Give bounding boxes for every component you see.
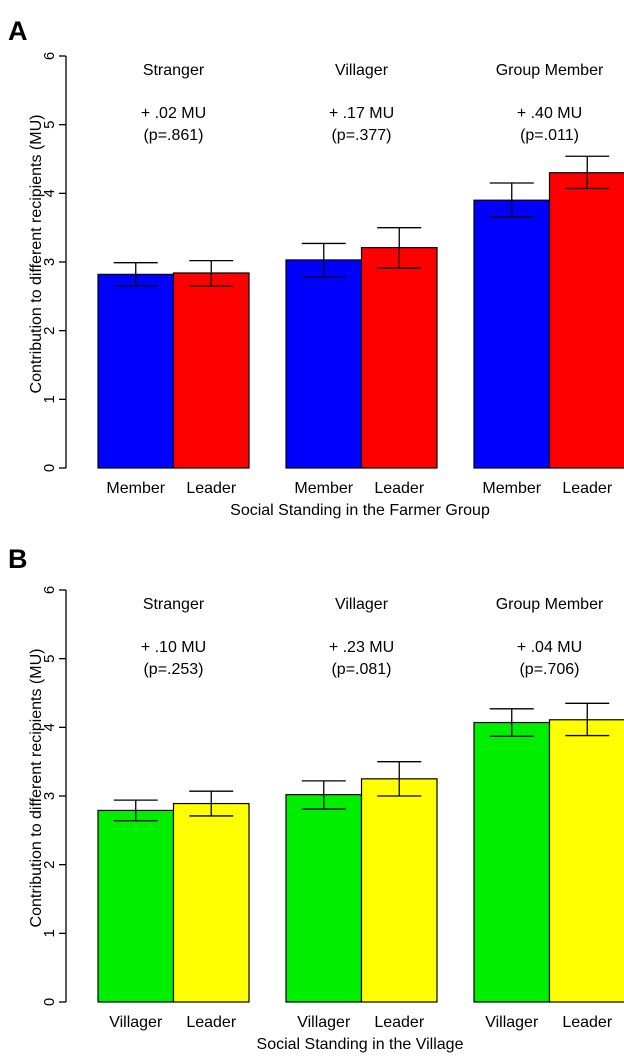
category-label: Leader bbox=[186, 1014, 236, 1031]
category-label: Leader bbox=[186, 480, 236, 497]
bar bbox=[285, 794, 363, 1003]
p-value-annotation: (p=.011) bbox=[520, 127, 579, 144]
category-label: Villager bbox=[297, 1014, 351, 1031]
y-tick-label: 0 bbox=[41, 998, 58, 1006]
group-title: Group Member bbox=[496, 596, 604, 613]
category-label: Leader bbox=[562, 1014, 612, 1031]
bar bbox=[97, 809, 175, 1003]
effect-annotation: + .02 MU bbox=[141, 105, 206, 122]
category-label: Member bbox=[294, 480, 353, 497]
category-label: Leader bbox=[562, 480, 612, 497]
category-label: Leader bbox=[374, 1014, 424, 1031]
y-tick-label: 2 bbox=[41, 326, 58, 334]
effect-annotation: + .40 MU bbox=[517, 105, 582, 122]
y-axis-label: Contribution to different recipients (MU… bbox=[28, 649, 45, 928]
plot-area: 0 1 2 3 4 5 6 Stranger + .02 MU (p=.861) Member Lea… bbox=[41, 52, 624, 497]
panel-letter: B bbox=[8, 544, 28, 574]
group-title: Villager bbox=[335, 62, 389, 79]
y-tick-label: 4 bbox=[41, 189, 58, 197]
y-axis-label: Contribution to different recipients (MU… bbox=[28, 115, 45, 394]
bar bbox=[548, 172, 624, 469]
effect-annotation: + .17 MU bbox=[329, 105, 394, 122]
group-title: Group Member bbox=[496, 62, 604, 79]
p-value-annotation: (p=.253) bbox=[143, 661, 203, 678]
effect-annotation: + .10 MU bbox=[141, 639, 206, 656]
p-value-annotation: (p=.377) bbox=[331, 127, 391, 144]
y-tick-label: 0 bbox=[41, 464, 58, 472]
p-value-annotation: (p=.081) bbox=[331, 661, 391, 678]
effect-annotation: + .23 MU bbox=[329, 639, 394, 656]
p-value-annotation: (p=.706) bbox=[519, 661, 579, 678]
y-tick-label: 6 bbox=[41, 52, 58, 60]
effect-annotation: + .04 MU bbox=[517, 639, 582, 656]
category-label: Leader bbox=[374, 480, 424, 497]
bar bbox=[97, 273, 175, 469]
y-tick-label: 4 bbox=[41, 723, 58, 731]
bar bbox=[360, 778, 438, 1003]
bar bbox=[473, 721, 551, 1003]
y-tick-label: 5 bbox=[41, 120, 58, 128]
y-tick-label: 6 bbox=[41, 586, 58, 594]
category-label: Member bbox=[106, 480, 165, 497]
category-label: Villager bbox=[485, 1014, 539, 1031]
panel-letter: A bbox=[8, 16, 28, 46]
bar bbox=[285, 259, 363, 469]
group-title: Villager bbox=[335, 596, 389, 613]
category-label: Member bbox=[482, 480, 541, 497]
bar bbox=[172, 802, 250, 1003]
group-title: Stranger bbox=[143, 596, 205, 613]
y-tick-label: 2 bbox=[41, 860, 58, 868]
y-tick-label: 1 bbox=[41, 395, 58, 403]
p-value-annotation: (p=.861) bbox=[143, 127, 203, 144]
bar bbox=[172, 272, 250, 469]
y-tick-label: 3 bbox=[41, 258, 58, 266]
y-tick-label: 1 bbox=[41, 929, 58, 937]
plot-area: 0 1 2 3 4 5 6 Stranger + .10 MU (p=.253) Villager L… bbox=[41, 586, 624, 1031]
bar bbox=[548, 719, 624, 1003]
group-title: Stranger bbox=[143, 62, 205, 79]
y-tick-label: 5 bbox=[41, 654, 58, 662]
y-tick-label: 3 bbox=[41, 792, 58, 800]
panel-b: B Contribution to different recipients (… bbox=[8, 544, 624, 1053]
bar bbox=[473, 199, 551, 469]
panel-a: A Contribution to different recipients (… bbox=[8, 16, 624, 519]
x-axis-label: Social Standing in the Farmer Group bbox=[230, 502, 490, 519]
x-axis-label: Social Standing in the Village bbox=[257, 1036, 464, 1053]
category-label: Villager bbox=[109, 1014, 163, 1031]
bar bbox=[360, 246, 438, 469]
